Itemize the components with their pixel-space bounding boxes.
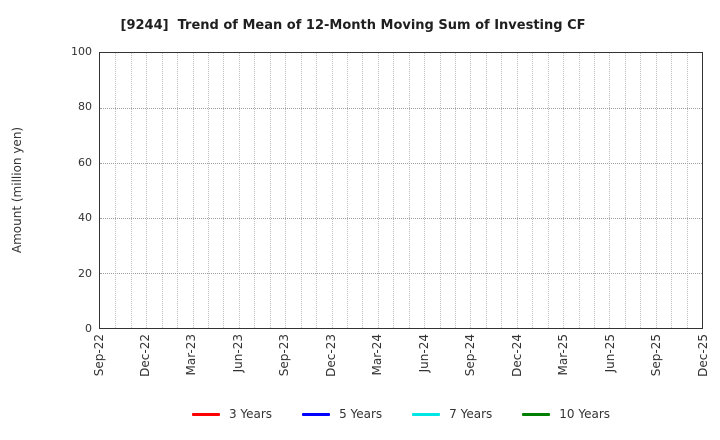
gridline-vertical <box>578 53 580 328</box>
gridline-vertical <box>408 53 410 328</box>
gridline-vertical <box>439 53 441 328</box>
x-tick-label: Mar-24 <box>370 334 385 376</box>
gridline-vertical <box>655 53 657 328</box>
gridline-vertical <box>238 53 240 328</box>
gridline-vertical <box>223 53 225 328</box>
legend-line-swatch <box>191 412 220 416</box>
legend-item: 7 Years <box>412 407 492 421</box>
legend-item: 5 Years <box>302 407 382 421</box>
gridline-vertical <box>254 53 256 328</box>
y-axis-label: Amount (million yen) <box>10 126 24 254</box>
y-tick-label: 20 <box>78 266 92 280</box>
gridline-vertical <box>346 53 348 328</box>
gridline-horizontal <box>100 218 702 219</box>
legend-item: 3 Years <box>191 407 273 421</box>
x-tick-label: Mar-23 <box>184 334 199 376</box>
gridline-vertical <box>547 53 549 328</box>
gridline-vertical <box>563 53 565 328</box>
legend-line-swatch <box>302 412 331 416</box>
chart-title: [9244] Trend of Mean of 12-Month Moving … <box>120 18 586 33</box>
gridline-vertical <box>285 53 287 328</box>
gridline-vertical <box>316 53 318 328</box>
gridline-vertical <box>624 53 626 328</box>
x-tick-label: Dec-25 <box>695 334 710 377</box>
gridline-vertical <box>130 53 132 328</box>
legend-label: 10 Years <box>559 407 611 421</box>
gridline-vertical <box>609 53 611 328</box>
gridline-vertical <box>516 53 518 328</box>
y-tick-label: 40 <box>78 211 92 225</box>
gridline-horizontal <box>100 163 702 164</box>
gridline-vertical <box>115 53 117 328</box>
gridline-vertical <box>192 53 194 328</box>
y-tick-label: 100 <box>71 45 92 58</box>
gridline-vertical <box>377 53 379 328</box>
legend-item: 10 Years <box>522 407 610 421</box>
gridline-vertical <box>393 53 395 328</box>
gridline-vertical <box>331 53 333 328</box>
x-tick-label: Sep-25 <box>649 334 664 377</box>
x-tick-label: Dec-23 <box>323 334 338 377</box>
gridline-vertical <box>593 53 595 328</box>
gridline-vertical <box>300 53 302 328</box>
y-tick-label: 80 <box>78 100 92 114</box>
legend-label: 7 Years <box>449 407 493 421</box>
x-tick-label: Mar-25 <box>556 334 571 376</box>
x-tick-label: Sep-23 <box>277 334 292 377</box>
y-tick-label: 0 <box>85 322 92 335</box>
x-tick-label: Jun-23 <box>230 334 245 373</box>
gridline-vertical <box>485 53 487 328</box>
gridline-vertical <box>161 53 163 328</box>
gridline-horizontal <box>100 273 702 274</box>
gridline-vertical <box>455 53 457 328</box>
plot-area <box>99 52 703 329</box>
gridline-vertical <box>362 53 364 328</box>
x-tick-label: Sep-22 <box>91 334 106 377</box>
gridline-vertical <box>146 53 148 328</box>
x-tick-label: Jun-25 <box>602 334 617 373</box>
legend: 3 Years 5 Years 7 Years 10 Years <box>99 407 703 421</box>
gridline-vertical <box>640 53 642 328</box>
legend-label: 3 Years <box>228 407 273 421</box>
x-tick-label: Dec-24 <box>509 334 524 377</box>
x-tick-label: Dec-22 <box>137 334 152 377</box>
gridline-vertical <box>501 53 503 328</box>
gridline-vertical <box>424 53 426 328</box>
gridline-vertical <box>470 53 472 328</box>
y-tick-label: 60 <box>78 155 92 169</box>
gridline-vertical <box>686 53 688 328</box>
legend-label: 5 Years <box>339 407 383 421</box>
x-tick-label: Sep-24 <box>463 334 478 377</box>
gridline-vertical <box>269 53 271 328</box>
legend-line-swatch <box>522 412 551 416</box>
gridline-vertical <box>532 53 534 328</box>
gridline-vertical <box>208 53 210 328</box>
legend-line-swatch <box>412 412 441 416</box>
x-tick-label: Jun-24 <box>416 334 431 373</box>
gridline-horizontal <box>100 108 702 109</box>
gridline-vertical <box>177 53 179 328</box>
gridline-vertical <box>671 53 673 328</box>
